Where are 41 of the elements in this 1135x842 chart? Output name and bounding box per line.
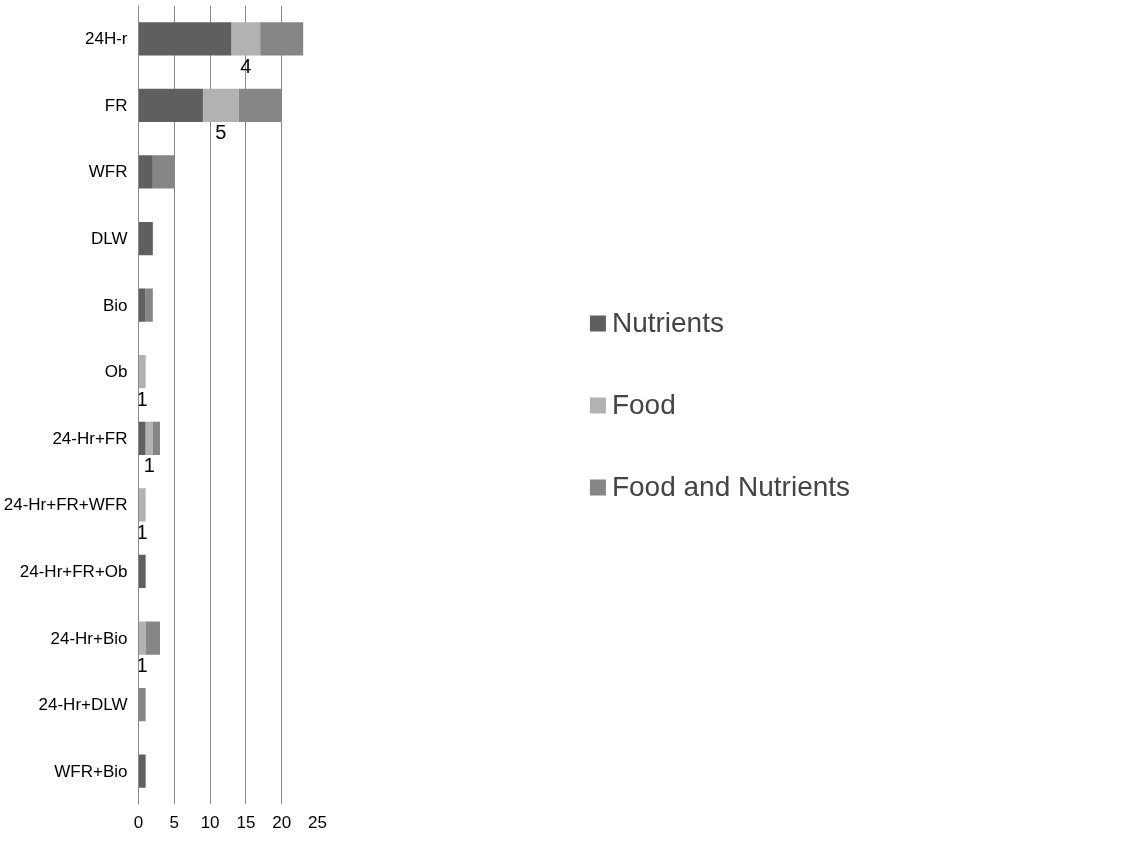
y-tick-label: FR [104, 95, 128, 115]
bar [138, 155, 153, 189]
y-tick-label: WFR [88, 162, 128, 182]
bar [138, 355, 146, 389]
bar [145, 621, 160, 655]
y-tick-label: 24-Hr+Bio [50, 628, 128, 648]
x-tick-label: 0 [133, 812, 144, 832]
bar [138, 621, 146, 655]
y-tick-label: 24H-r [84, 29, 128, 49]
x-tick-label: 25 [308, 812, 327, 832]
bar [138, 554, 146, 589]
data-label: 5 [215, 121, 227, 144]
legend-label: Nutrients [611, 306, 724, 339]
y-tick-label: DLW [90, 229, 128, 249]
bar [138, 288, 146, 322]
legend-label: Food and Nutrients [611, 470, 851, 503]
data-label: 1 [143, 454, 155, 477]
bar [202, 88, 239, 123]
legend-label: Food [611, 388, 676, 421]
bar [145, 421, 153, 455]
y-tick-label: 24-Hr+FR+Ob [19, 561, 128, 581]
x-tick-label: 5 [169, 812, 180, 832]
data-label: 4 [240, 54, 252, 77]
bar [152, 421, 160, 455]
x-tick-label: 20 [272, 812, 292, 832]
y-tick-label: 24-Hr+FR+WFR [3, 495, 128, 515]
y-tick-label: WFR+Bio [54, 761, 128, 781]
bar [138, 88, 203, 123]
bar [138, 22, 232, 56]
bar [145, 288, 153, 322]
bar [138, 221, 153, 256]
bar [231, 22, 261, 56]
y-tick-label: Ob [104, 362, 128, 382]
y-tick-label: Bio [102, 295, 128, 315]
y-tick-label: 24-Hr+DLW [38, 695, 128, 715]
bar [138, 488, 146, 522]
bar [138, 421, 146, 455]
x-tick-label: 15 [236, 812, 256, 832]
y-tick-label: 24-Hr+FR [52, 428, 128, 448]
bar [138, 754, 146, 788]
x-tick-label: 10 [200, 812, 220, 832]
